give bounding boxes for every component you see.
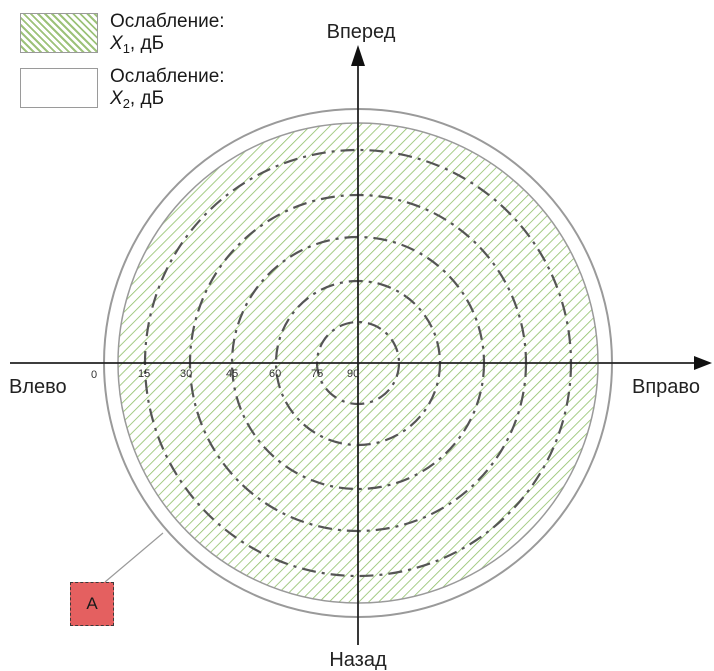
- angle-tick-0: 0: [91, 369, 97, 381]
- legend-swatch-x1: [20, 13, 98, 53]
- legend-swatch-x2: [20, 68, 98, 108]
- angle-tick-30: 30: [180, 368, 192, 380]
- angle-tick-45: 45: [226, 368, 238, 380]
- angle-tick-15: 15: [138, 368, 150, 380]
- angle-tick-75: 75: [311, 368, 323, 380]
- label-back: Назад: [329, 649, 387, 671]
- legend-label-x2: Ослабление: X2, дБ: [110, 66, 225, 111]
- legend-label-x1: Ослабление: X1, дБ: [110, 11, 225, 56]
- label-forward: Вперед: [327, 21, 396, 43]
- arrow-right-icon: [694, 356, 712, 370]
- marker-a: A: [70, 582, 114, 626]
- angle-tick-90: 90: [347, 368, 359, 380]
- arrow-up-icon: [351, 45, 365, 66]
- marker-a-leader: [104, 532, 164, 583]
- label-left: Влево: [9, 376, 67, 398]
- label-right: Вправо: [632, 376, 700, 398]
- angle-tick-60: 60: [269, 368, 281, 380]
